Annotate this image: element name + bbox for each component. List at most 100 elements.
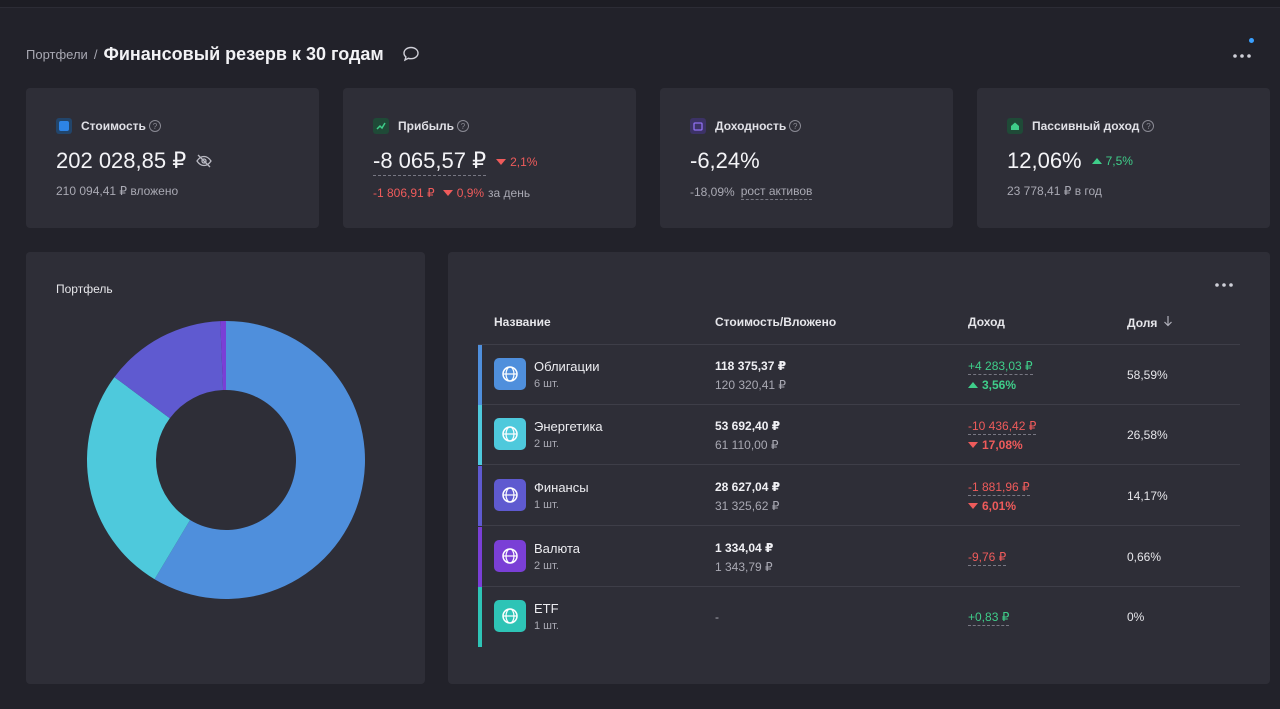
- notification-dot: [1249, 38, 1254, 43]
- row-share: 58,59%: [1127, 368, 1168, 382]
- stat-label: Стоимость: [81, 119, 146, 133]
- stat-sub-suffix: за день: [488, 186, 531, 200]
- row-color-bar: [478, 466, 482, 526]
- category-icon: [494, 540, 526, 572]
- table-row[interactable]: Валюта 2 шт. 1 334,04 ₽ 1 343,79 ₽ -9,76…: [478, 527, 1240, 587]
- column-header-share-label: Доля: [1127, 315, 1158, 330]
- row-name: Финансы: [534, 480, 589, 495]
- table-row[interactable]: Финансы 1 шт. 28 627,04 ₽ 31 325,62 ₽ -1…: [478, 466, 1240, 526]
- arrow-down-icon: [968, 503, 978, 509]
- row-count: 2 шт.: [534, 560, 559, 572]
- asset-growth-link[interactable]: рост активов: [740, 184, 813, 200]
- row-value: 1 334,04 ₽: [715, 541, 774, 555]
- row-divider: [482, 404, 1240, 405]
- arrow-down-icon: [968, 442, 978, 448]
- category-icon: [494, 418, 526, 450]
- more-horizontal-icon[interactable]: [1212, 278, 1236, 292]
- eye-off-icon[interactable]: [196, 154, 213, 168]
- category-icon: [494, 600, 526, 632]
- column-header-share[interactable]: Доля: [1127, 315, 1173, 330]
- row-value: 53 692,40 ₽: [715, 419, 781, 433]
- chat-bubble-icon[interactable]: [402, 45, 420, 63]
- arrow-up-icon: [1091, 158, 1102, 164]
- row-income[interactable]: -1 881,96 ₽: [968, 480, 1030, 496]
- calendar-icon: [690, 118, 706, 134]
- row-value: 118 375,37 ₽: [715, 359, 787, 373]
- row-income[interactable]: +0,83 ₽: [968, 610, 1010, 626]
- row-color-bar: [478, 345, 482, 405]
- donut-slice-2[interactable]: [86, 377, 191, 580]
- row-income-pct-value: 17,08%: [982, 438, 1023, 452]
- row-share: 26,58%: [1127, 428, 1168, 442]
- question-circle-icon[interactable]: ?: [1142, 120, 1155, 132]
- donut-slice-4[interactable]: [220, 321, 226, 391]
- question-circle-icon[interactable]: ?: [457, 120, 469, 132]
- stat-value: 202 028,85 ₽: [56, 148, 187, 173]
- donut-slice-3[interactable]: [114, 321, 224, 419]
- more-horizontal-icon[interactable]: [1230, 38, 1254, 64]
- table-row[interactable]: Энергетика 2 шт. 53 692,40 ₽ 61 110,00 ₽…: [478, 405, 1240, 465]
- stat-delta-value: 7,5%: [1105, 154, 1133, 168]
- row-income[interactable]: -9,76 ₽: [968, 550, 1007, 566]
- row-divider: [482, 464, 1240, 465]
- stat-sub-pct: 0,9%: [456, 186, 485, 200]
- stat-sub-value: -18,09%: [690, 185, 735, 199]
- donut-slice-1[interactable]: [154, 321, 365, 599]
- table-row[interactable]: ETF 1 шт. - +0,83 ₽ 0%: [478, 587, 1240, 647]
- house-icon: [1007, 118, 1023, 134]
- question-circle-icon[interactable]: ?: [148, 120, 161, 132]
- table-row[interactable]: Облигации 6 шт. 118 375,37 ₽ 120 320,41 …: [478, 345, 1240, 405]
- stat-sub-delta: 0,9%: [442, 186, 485, 200]
- wallet-icon: [56, 118, 72, 134]
- row-income-pct: 6,01%: [968, 499, 1016, 513]
- page-header: Портфели / Финансовый резерв к 30 годам: [26, 38, 1260, 68]
- row-share: 0%: [1127, 610, 1145, 624]
- row-invested: 120 320,41 ₽: [715, 378, 787, 392]
- row-count: 1 шт.: [534, 620, 559, 632]
- column-header-income[interactable]: Доход: [968, 315, 1005, 329]
- row-income-pct-value: 3,56%: [982, 378, 1017, 392]
- table-header-divider: [478, 344, 1240, 345]
- row-invested: 61 110,00 ₽: [715, 438, 779, 452]
- stat-card-value: Стоимость ? 202 028,85 ₽ 210 094,41 ₽ вл…: [26, 88, 319, 228]
- row-income-pct: 3,56%: [968, 378, 1016, 392]
- stat-card-passive-income: Пассивный доход ? 12,06% 7,5% 23 778,41 …: [977, 88, 1270, 228]
- stat-value[interactable]: -8 065,57 ₽: [373, 148, 487, 176]
- arrow-up-icon: [968, 382, 978, 388]
- page-title: Финансовый резерв к 30 годам: [103, 43, 384, 64]
- stat-label: Пассивный доход: [1032, 119, 1140, 133]
- row-count: 6 шт.: [534, 378, 559, 390]
- row-name: ETF: [534, 601, 559, 616]
- stat-sub-value: -1 806,91 ₽: [373, 186, 435, 200]
- row-name: Валюта: [534, 541, 580, 556]
- breadcrumb-portfolios-link[interactable]: Портфели: [26, 46, 88, 62]
- stat-value: -6,24%: [690, 148, 760, 173]
- question-circle-icon[interactable]: ?: [789, 120, 802, 132]
- row-invested: 1 343,79 ₽: [715, 560, 773, 574]
- sort-down-icon[interactable]: [1163, 315, 1173, 330]
- stat-delta: 7,5%: [1091, 154, 1133, 168]
- row-value: 28 627,04 ₽: [715, 480, 781, 494]
- row-color-bar: [478, 587, 482, 647]
- row-name: Облигации: [534, 359, 600, 374]
- portfolio-chart-card: Портфель: [26, 252, 425, 684]
- column-header-name[interactable]: Название: [494, 315, 551, 329]
- chart-line-icon: [373, 118, 389, 134]
- row-share: 14,17%: [1127, 489, 1168, 503]
- stat-sub: 23 778,41 ₽ в год: [1007, 184, 1102, 198]
- row-income-pct-value: 6,01%: [982, 499, 1017, 513]
- row-divider: [482, 525, 1240, 526]
- row-income-pct: 17,08%: [968, 438, 1023, 452]
- row-income[interactable]: -10 436,42 ₽: [968, 419, 1037, 435]
- row-share: 0,66%: [1127, 550, 1162, 564]
- stat-label: Доходность: [715, 119, 787, 133]
- row-invested: 31 325,62 ₽: [715, 499, 780, 513]
- portfolio-donut-chart: [86, 321, 365, 599]
- category-icon: [494, 479, 526, 511]
- stat-delta-value: 2,1%: [510, 155, 538, 169]
- top-bar: [0, 0, 1280, 8]
- arrow-down-icon: [442, 190, 453, 196]
- row-name: Энергетика: [534, 419, 603, 434]
- column-header-value[interactable]: Стоимость/Вложено: [715, 315, 837, 329]
- row-income[interactable]: +4 283,03 ₽: [968, 359, 1033, 375]
